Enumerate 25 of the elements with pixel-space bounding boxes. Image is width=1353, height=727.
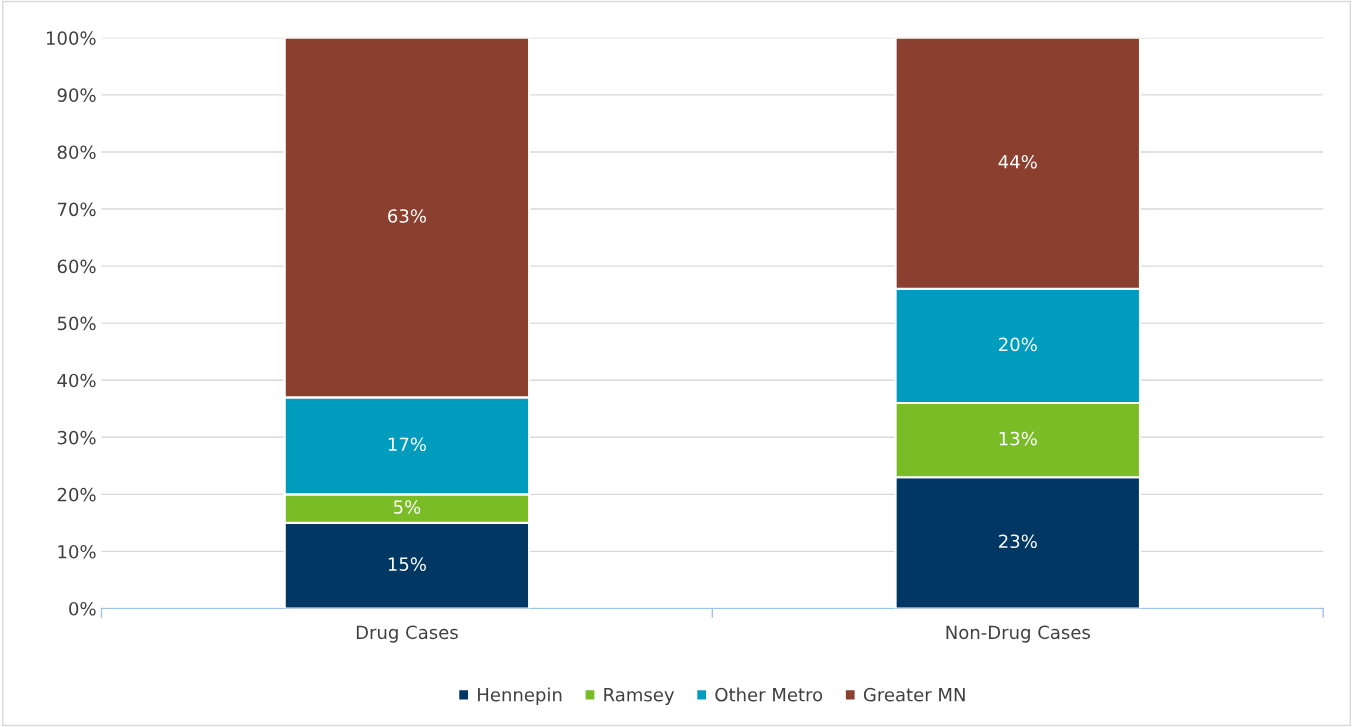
data-label: 23% (999, 534, 1037, 549)
y-tick-label: 90% (57, 88, 96, 102)
y-tick-label: 0% (69, 601, 96, 616)
x-tick-label: Drug Cases (356, 625, 458, 643)
y-tick-label: 40% (57, 373, 96, 388)
data-label: 63% (388, 209, 426, 223)
data-label: 17% (388, 437, 426, 452)
data-label: 5% (393, 500, 421, 514)
legend-label: Greater MN (863, 687, 965, 702)
y-tick-label: 10% (58, 544, 96, 559)
data-label: 13% (999, 431, 1037, 446)
y-tick-label: 100% (46, 31, 96, 45)
y-tick-label: 50% (57, 316, 96, 331)
y-tick-label: 60% (57, 259, 96, 274)
x-tick-label: Non-Drug Cases (946, 625, 1090, 643)
y-tick-label: 80% (57, 145, 96, 160)
y-tick-label: 70% (57, 202, 96, 217)
legend-label: Ramsey (604, 688, 675, 705)
y-tick-label: 20% (57, 487, 96, 502)
data-label: 20% (999, 337, 1037, 352)
legend-label: Other Metro (715, 687, 823, 702)
y-tick-label: 30% (57, 430, 96, 445)
data-label: 44% (998, 154, 1037, 169)
legend-label: Hennepin (478, 687, 562, 705)
data-label: 15% (388, 557, 426, 571)
